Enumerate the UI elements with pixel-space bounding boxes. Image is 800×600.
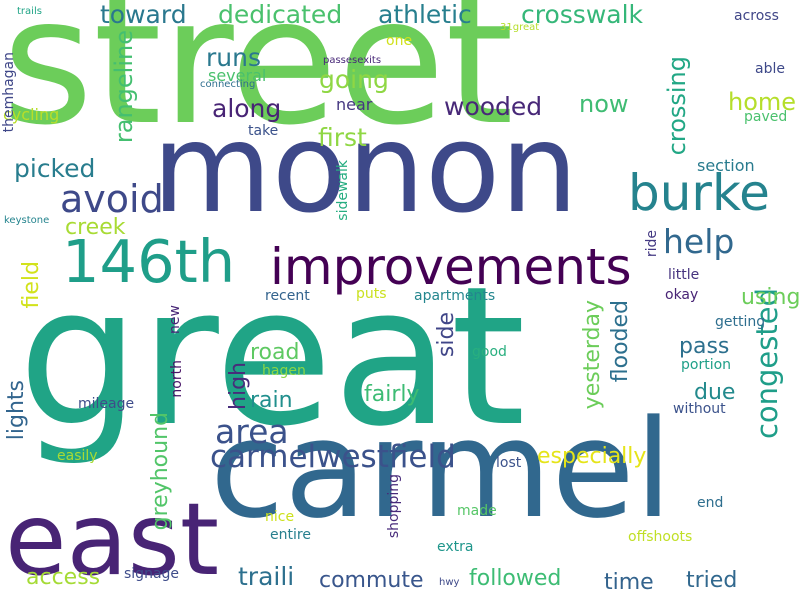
cloud-word-nice: nice — [265, 509, 295, 525]
cloud-word-passesexits: passesexits — [323, 55, 382, 66]
cloud-word-near: near — [336, 95, 373, 114]
cloud-word-going: going — [319, 65, 389, 94]
cloud-word-sidewalk: sidewalk — [335, 160, 351, 221]
cloud-word-themhagan: themhagan — [1, 52, 17, 133]
cloud-word-wooded: wooded — [444, 92, 543, 121]
cloud-word-athletic: athletic — [378, 0, 472, 29]
cloud-word-good: good — [472, 344, 507, 360]
cloud-word-apartments: apartments — [414, 288, 496, 304]
cloud-word-crosswalk: crosswalk — [521, 0, 644, 29]
cloud-word-great: great — [18, 246, 526, 469]
cloud-word-burke: burke — [628, 164, 770, 222]
cloud-word-time: time — [604, 570, 654, 595]
cloud-word-cycling: cycling — [3, 105, 60, 124]
cloud-word-portion: portion — [681, 357, 732, 373]
cloud-word-flooded: flooded — [608, 300, 633, 383]
cloud-word-getting: getting — [715, 314, 766, 330]
cloud-word-end: end — [697, 495, 724, 511]
cloud-word-tried: tried — [686, 568, 738, 593]
cloud-word-made: made — [457, 503, 497, 519]
cloud-word-along: along — [212, 94, 282, 123]
cloud-word-east: east — [5, 481, 220, 598]
cloud-word-yesterday: yesterday — [580, 300, 605, 410]
cloud-word-lost: lost — [496, 455, 522, 471]
cloud-word-across: across — [734, 8, 779, 24]
cloud-word-extra: extra — [437, 539, 474, 555]
cloud-word-easily: easily — [57, 448, 98, 464]
cloud-word-toward: toward — [100, 0, 187, 29]
cloud-word-greyhound: greyhound — [148, 412, 173, 531]
cloud-word-area: area — [215, 412, 289, 451]
cloud-word-picked: picked — [14, 154, 96, 183]
cloud-word-especially: especially — [537, 444, 647, 469]
cloud-word-road: road — [250, 340, 300, 365]
cloud-word-using: using — [741, 285, 800, 310]
cloud-word-improvements: improvements — [270, 238, 632, 296]
cloud-word-okay: okay — [665, 287, 699, 303]
cloud-word-carmelwestfield: carmelwestfield — [210, 439, 456, 475]
cloud-word-creek: creek — [65, 215, 126, 240]
cloud-word-signage: signage — [124, 566, 180, 582]
cloud-word-commute: commute — [319, 568, 424, 593]
cloud-word-lights: lights — [4, 380, 29, 441]
cloud-word-pass: pass — [679, 334, 730, 359]
cloud-word-fairly: fairly — [364, 382, 420, 407]
cloud-word-crossing: crossing — [663, 56, 691, 156]
cloud-word-traili: traili — [238, 562, 295, 591]
cloud-word-recent: recent — [265, 288, 310, 304]
cloud-word-hagen: hagen — [262, 363, 306, 379]
cloud-word-dedicated: dedicated — [218, 0, 343, 29]
cloud-word-due: due — [694, 380, 736, 405]
cloud-word-31great: 31great — [500, 22, 540, 33]
cloud-word-without: without — [673, 401, 726, 417]
cloud-word-one: one — [386, 33, 413, 49]
cloud-word-rangeline: rangeline — [110, 30, 138, 144]
cloud-word-able: able — [755, 61, 785, 77]
cloud-word-north: north — [169, 360, 185, 398]
cloud-word-paved: paved — [744, 109, 788, 125]
cloud-word-trails: trails — [17, 6, 42, 17]
cloud-word-field: field — [19, 261, 44, 309]
cloud-word-monon: monon — [152, 98, 579, 241]
cloud-word-mileage: mileage — [78, 396, 135, 412]
cloud-word-rain: rain — [250, 388, 293, 413]
cloud-word-section: section — [697, 156, 755, 175]
cloud-word-help: help — [663, 222, 735, 261]
cloud-word-followed: followed — [469, 566, 562, 591]
cloud-word-first: first — [318, 123, 367, 152]
cloud-word-street: street — [2, 0, 514, 164]
cloud-word-offshoots: offshoots — [628, 529, 693, 545]
cloud-word-carmel: carmel — [210, 391, 673, 548]
cloud-word-shopping: shopping — [386, 474, 402, 539]
cloud-word-entire: entire — [270, 527, 311, 543]
cloud-word-avoid: avoid — [60, 177, 164, 221]
cloud-word-access: access — [26, 565, 101, 590]
cloud-word-146th: 146th — [62, 227, 236, 296]
cloud-word-high: high — [226, 362, 251, 410]
cloud-word-take: take — [248, 123, 279, 139]
cloud-word-keystone: keystone — [4, 215, 50, 226]
cloud-word-new: new — [167, 305, 183, 334]
cloud-word-connecting: connecting — [200, 79, 256, 90]
cloud-word-runs: runs — [206, 43, 261, 72]
cloud-word-puts: puts — [356, 286, 387, 302]
cloud-word-ride: ride — [644, 230, 660, 258]
cloud-word-several: several — [208, 66, 267, 85]
cloud-word-congested: congested — [750, 288, 784, 440]
cloud-word-home: home — [728, 88, 797, 116]
cloud-word-side: side — [434, 312, 459, 358]
cloud-word-now: now — [579, 90, 629, 118]
cloud-word-little: little — [668, 267, 700, 283]
cloud-word-hwy: hwy — [439, 577, 460, 588]
